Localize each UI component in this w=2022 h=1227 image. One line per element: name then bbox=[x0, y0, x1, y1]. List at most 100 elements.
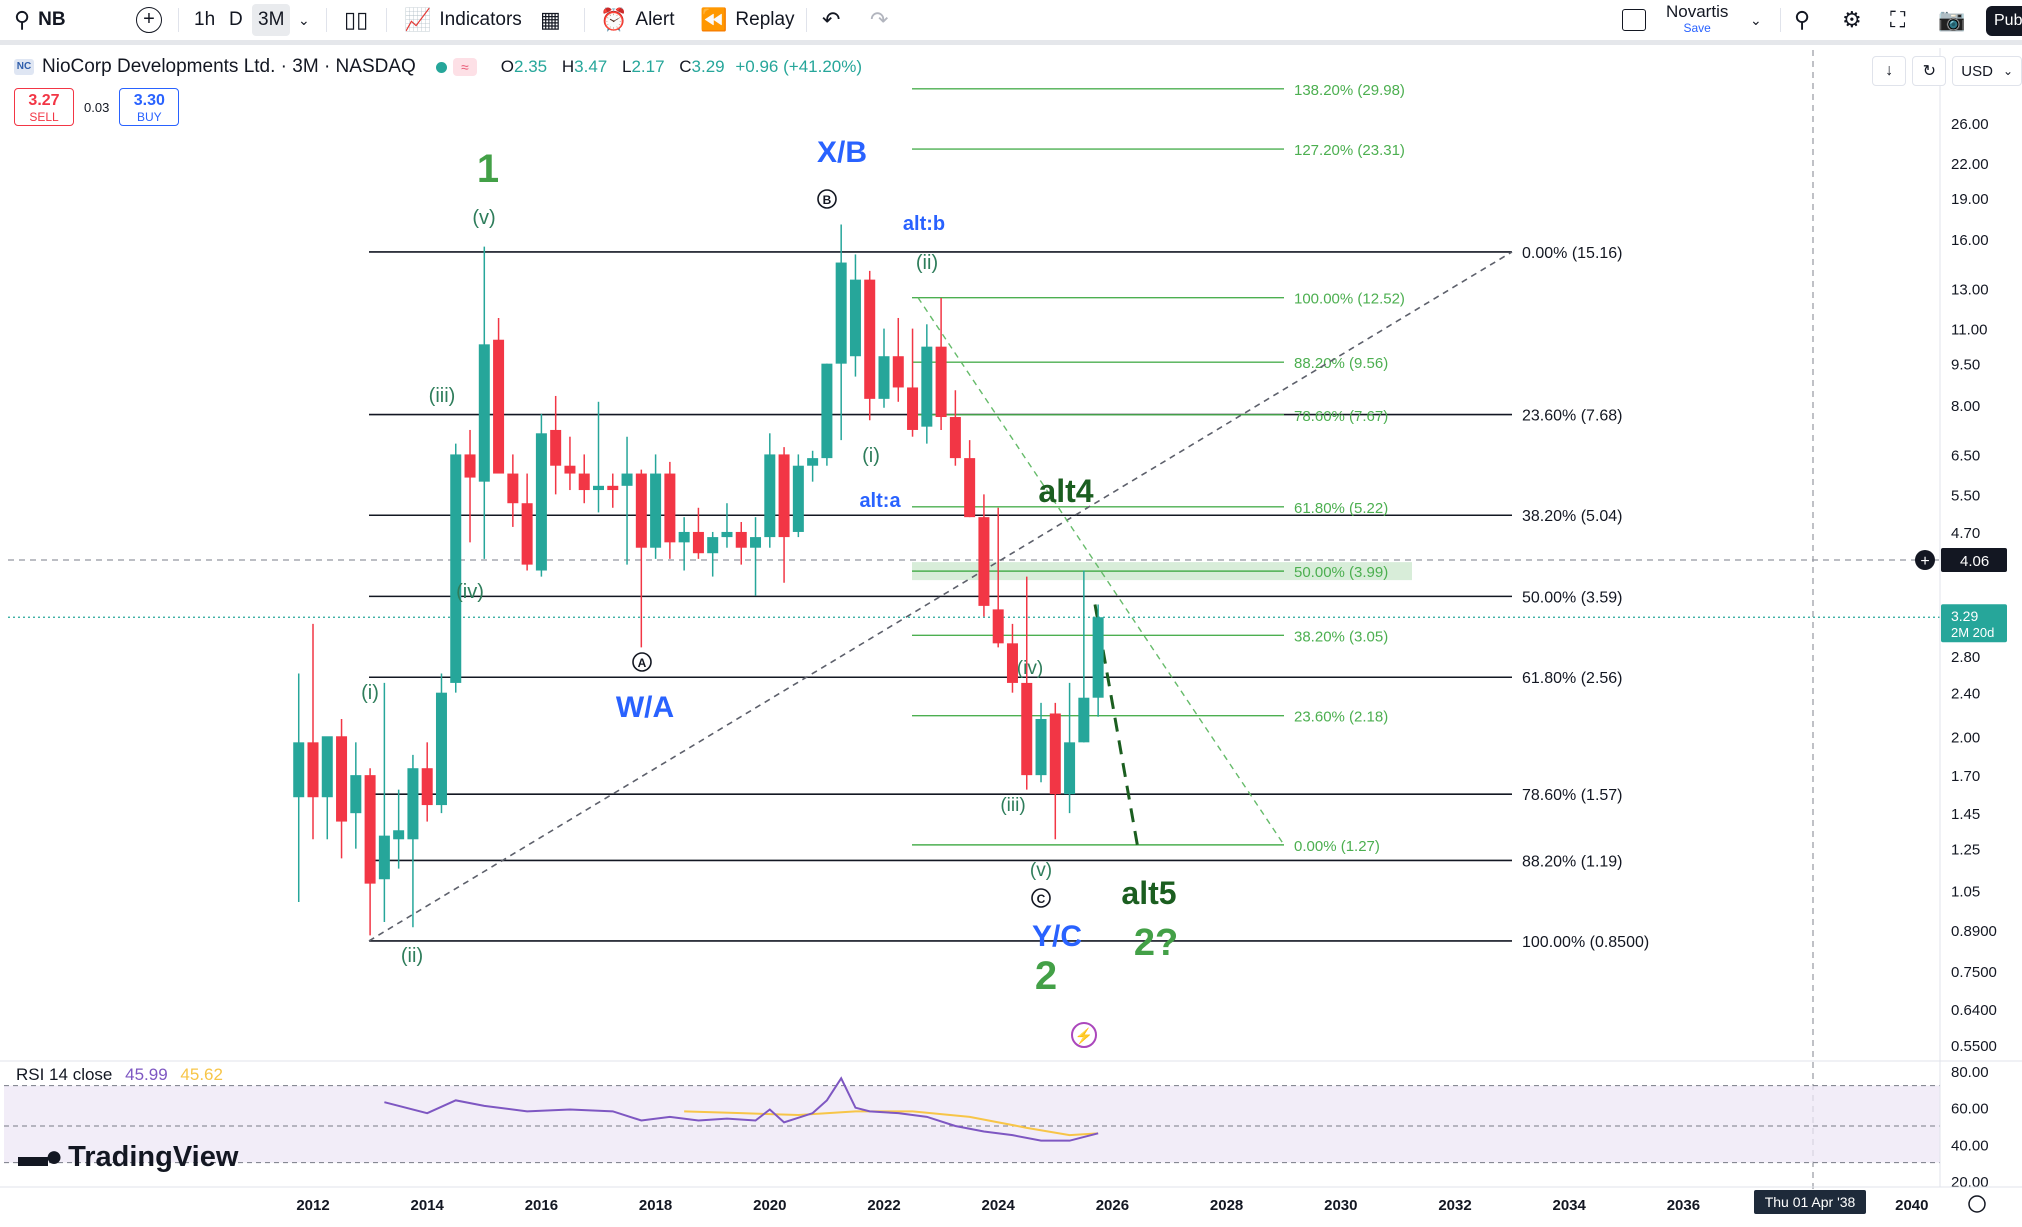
lightning-icon-ring bbox=[1071, 1022, 1097, 1048]
indicators-button[interactable]: 📈 Indicators bbox=[404, 7, 522, 32]
redo-icon: ↷ bbox=[870, 7, 889, 32]
time-tick: 2026 bbox=[1096, 1197, 1129, 1214]
price-tick: 13.00 bbox=[1951, 282, 1989, 299]
symbol-logo: NC bbox=[14, 59, 34, 75]
crosshair-date-label: Thu 01 Apr '38 bbox=[1754, 1190, 1866, 1214]
candle-body bbox=[521, 503, 533, 565]
symbol-search-button[interactable]: ⚲ NB bbox=[14, 0, 66, 40]
fib-level-label: 23.60% (7.68) bbox=[1522, 408, 1623, 425]
templates-button[interactable]: ▦ bbox=[540, 0, 569, 40]
candle-body bbox=[849, 279, 861, 357]
wave-xb-label: X/B bbox=[817, 136, 867, 169]
candle-body bbox=[307, 742, 319, 798]
arrow-down-icon: ↓ bbox=[1885, 62, 1894, 79]
time-tick: 2012 bbox=[296, 1197, 329, 1214]
undo-button[interactable]: ↶ bbox=[822, 0, 848, 40]
series-legend: NC NioCorp Developments Ltd. · 3M · NASD… bbox=[14, 56, 862, 78]
chart-type-button[interactable]: ▯▯ bbox=[344, 0, 376, 40]
candle-body bbox=[764, 454, 776, 538]
reset-scale-button[interactable]: ↻ bbox=[1912, 56, 1947, 86]
replay-button[interactable]: ⏪ Replay bbox=[700, 7, 795, 32]
alert-button[interactable]: ⏰ Alert bbox=[600, 7, 675, 32]
candle-body bbox=[378, 835, 390, 880]
wave-a-circle: A bbox=[638, 656, 647, 670]
chevron-down-icon: ⌄ bbox=[2002, 64, 2013, 78]
candle-body bbox=[507, 473, 519, 504]
price-tick: 22.00 bbox=[1951, 156, 1989, 173]
time-tick: 2022 bbox=[867, 1197, 900, 1214]
candle-body bbox=[478, 344, 490, 482]
candle-body bbox=[650, 473, 662, 548]
price-tick: 0.6400 bbox=[1951, 1002, 1997, 1019]
wave-2q-label: 2? bbox=[1134, 922, 1178, 964]
chart-canvas[interactable]: 0.00% (15.16) 23.60% (7.68) 38.20% (5.04) 5… bbox=[0, 45, 2022, 1227]
crosshair-price-box bbox=[1941, 548, 2007, 572]
price-tick: 11.00 bbox=[1951, 322, 1987, 339]
layout-name-button[interactable]: Novartis Save bbox=[1666, 2, 1729, 35]
wave-alt5-label: alt5 bbox=[1121, 875, 1176, 911]
wave-1-label: 1 bbox=[477, 147, 499, 191]
wave-iii-2024-label: (iii) bbox=[1000, 795, 1025, 816]
snapshot-button[interactable]: 📷 bbox=[1938, 0, 1973, 40]
wave-a-circle-ring bbox=[632, 652, 652, 672]
scroll-down-button[interactable]: ↓ bbox=[1872, 56, 1907, 86]
fib-ext-label: 88.20% (9.56) bbox=[1294, 355, 1388, 372]
fullscreen-button[interactable]: ⛶ bbox=[1890, 0, 1913, 40]
interval-3m[interactable]: 3M bbox=[252, 4, 291, 36]
trend-lines bbox=[368, 251, 1513, 942]
tv-logo-icon: ▬● bbox=[18, 1140, 63, 1173]
fib-ext-label: 38.20% (3.05) bbox=[1294, 628, 1388, 645]
series-title[interactable]: NioCorp Developments Ltd. · 3M · NASDAQ bbox=[42, 56, 416, 77]
wave-iv-label: (iv) bbox=[456, 581, 484, 603]
time-axis[interactable]: 2012 2014 2016 2018 2020 2022 2024 2026 2028 2030… bbox=[0, 48, 2022, 1214]
indicators-icon: 📈 bbox=[404, 7, 432, 32]
buy-button[interactable]: 3.30 BUY bbox=[119, 88, 180, 126]
trade-panel: 3.27 SELL 0.03 3.30 BUY bbox=[14, 88, 180, 126]
market-status-icon bbox=[435, 61, 447, 73]
layout-toggle-button[interactable] bbox=[1622, 0, 1646, 40]
fib-ext-label: 78.60% (7.67) bbox=[1294, 408, 1388, 425]
interval-dropdown[interactable]: ⌄ bbox=[298, 0, 310, 40]
candle-body bbox=[921, 346, 933, 427]
redo-button[interactable]: ↷ bbox=[870, 0, 896, 40]
layout-dropdown[interactable]: ⌄ bbox=[1750, 0, 1762, 40]
candle-body bbox=[578, 473, 590, 491]
interval-1h[interactable]: 1h bbox=[194, 9, 216, 30]
candle-body bbox=[721, 531, 733, 538]
candle-body bbox=[350, 775, 362, 814]
candle-body bbox=[1078, 697, 1090, 743]
grid-icon: ▦ bbox=[540, 7, 561, 32]
candle-body bbox=[807, 458, 819, 466]
candle-body bbox=[935, 346, 947, 418]
sell-button[interactable]: 3.27 SELL bbox=[14, 88, 74, 126]
fib-ext-label: 138.20% (29.98) bbox=[1294, 82, 1405, 99]
time-tick: 2040 bbox=[1895, 1197, 1928, 1214]
candle-body bbox=[835, 262, 847, 364]
wave-alta-label: alt:a bbox=[859, 490, 901, 512]
wave-c-circle-ring bbox=[1031, 888, 1051, 908]
candle-body bbox=[464, 454, 476, 478]
quick-search-button[interactable]: ⚲ bbox=[1794, 0, 1818, 40]
ohlc-values: O2.35 H3.47 L2.17 C3.29 +0.96 (+41.20%) bbox=[500, 57, 863, 76]
candle-body bbox=[978, 517, 990, 606]
candle-body bbox=[792, 465, 804, 532]
rsi-ma-value: 45.62 bbox=[180, 1065, 223, 1084]
wave-v-label: (v) bbox=[472, 207, 495, 229]
wave-2-label: 2 bbox=[1035, 954, 1057, 998]
rsi-label[interactable]: RSI 14 close bbox=[16, 1065, 113, 1084]
alarm-icon: ⏰ bbox=[600, 7, 628, 32]
data-wave-icon: ≈ bbox=[452, 58, 477, 76]
candle-body bbox=[407, 768, 419, 840]
interval-d[interactable]: D bbox=[229, 9, 243, 30]
rewind-icon: ⏪ bbox=[700, 7, 728, 32]
compare-symbol-button[interactable]: + bbox=[136, 0, 162, 40]
price-tick: 1.70 bbox=[1951, 768, 1980, 785]
currency-dropdown[interactable]: USD ⌄ bbox=[1952, 56, 2022, 86]
candle-body bbox=[678, 531, 690, 543]
price-axis[interactable]: 26.00 22.00 19.00 16.00 13.00 11.00 9.50 8.00 6.… bbox=[1915, 116, 2007, 1055]
rsi-band bbox=[4, 1085, 1940, 1163]
publish-button[interactable]: Pub bbox=[1986, 6, 2022, 36]
settings-button[interactable]: ⚙ bbox=[1842, 0, 1870, 40]
spread-value: 0.03 bbox=[84, 99, 110, 115]
